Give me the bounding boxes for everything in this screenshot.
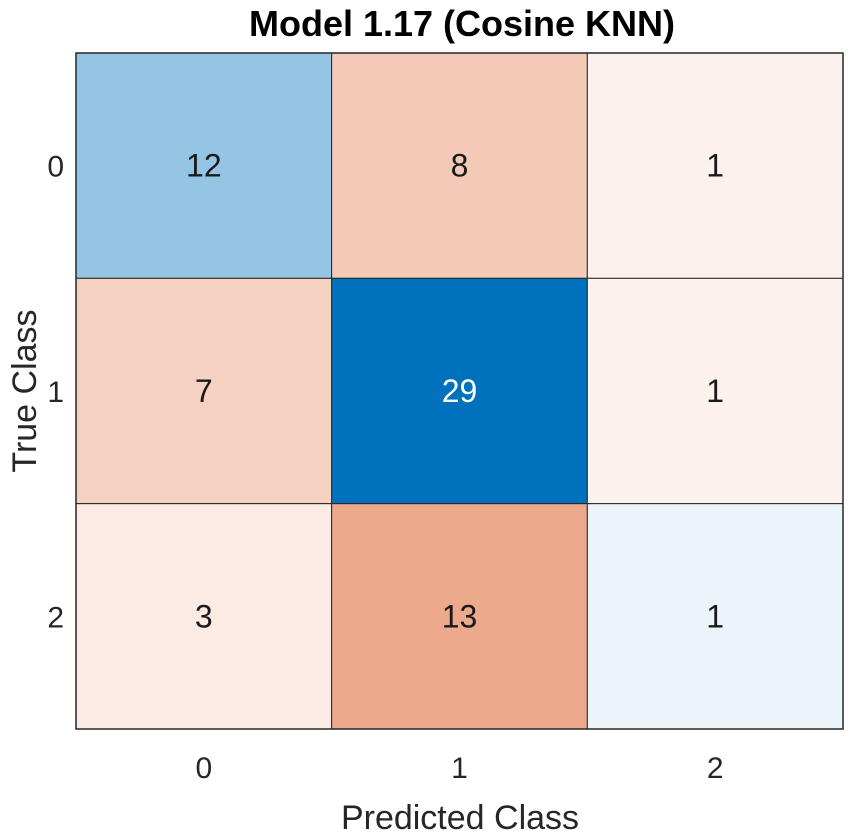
cell-value-2-1: 13 <box>442 598 478 634</box>
x-axis-label: Predicted Class <box>341 799 579 837</box>
cell-value-1-2: 1 <box>706 373 724 409</box>
y-axis-label: True Class <box>6 309 44 472</box>
cell-1-1 <box>331 277 588 505</box>
y-tick-0: 0 <box>47 151 64 184</box>
cell-value-1-1: 29 <box>442 373 478 409</box>
y-tick-2: 2 <box>47 601 64 634</box>
cell-2-1 <box>331 503 588 730</box>
cell-value-0-0: 12 <box>186 148 222 184</box>
cell-1-2 <box>586 277 844 505</box>
cell-value-0-1: 8 <box>451 148 469 184</box>
cell-2-0 <box>75 503 333 730</box>
y-tick-labels: 0 1 2 <box>47 151 64 635</box>
cell-0-1 <box>331 52 588 279</box>
cell-value-2-2: 1 <box>706 598 724 634</box>
chart-title: Model 1.17 (Cosine KNN) <box>249 3 675 44</box>
cell-0-0 <box>75 52 333 279</box>
cell-value-2-0: 3 <box>195 598 213 634</box>
x-tick-labels: 0 1 2 <box>195 752 723 785</box>
cell-value-0-2: 1 <box>706 148 724 184</box>
x-tick-1: 1 <box>451 752 468 785</box>
y-tick-1: 1 <box>47 376 64 409</box>
matrix-cells: 12 8 17 29 13 13 1 <box>75 52 844 730</box>
x-tick-2: 2 <box>707 752 724 785</box>
cell-1-0 <box>75 277 333 505</box>
cell-value-1-0: 7 <box>195 373 213 409</box>
plot-border <box>75 52 844 730</box>
x-tick-0: 0 <box>195 752 212 785</box>
